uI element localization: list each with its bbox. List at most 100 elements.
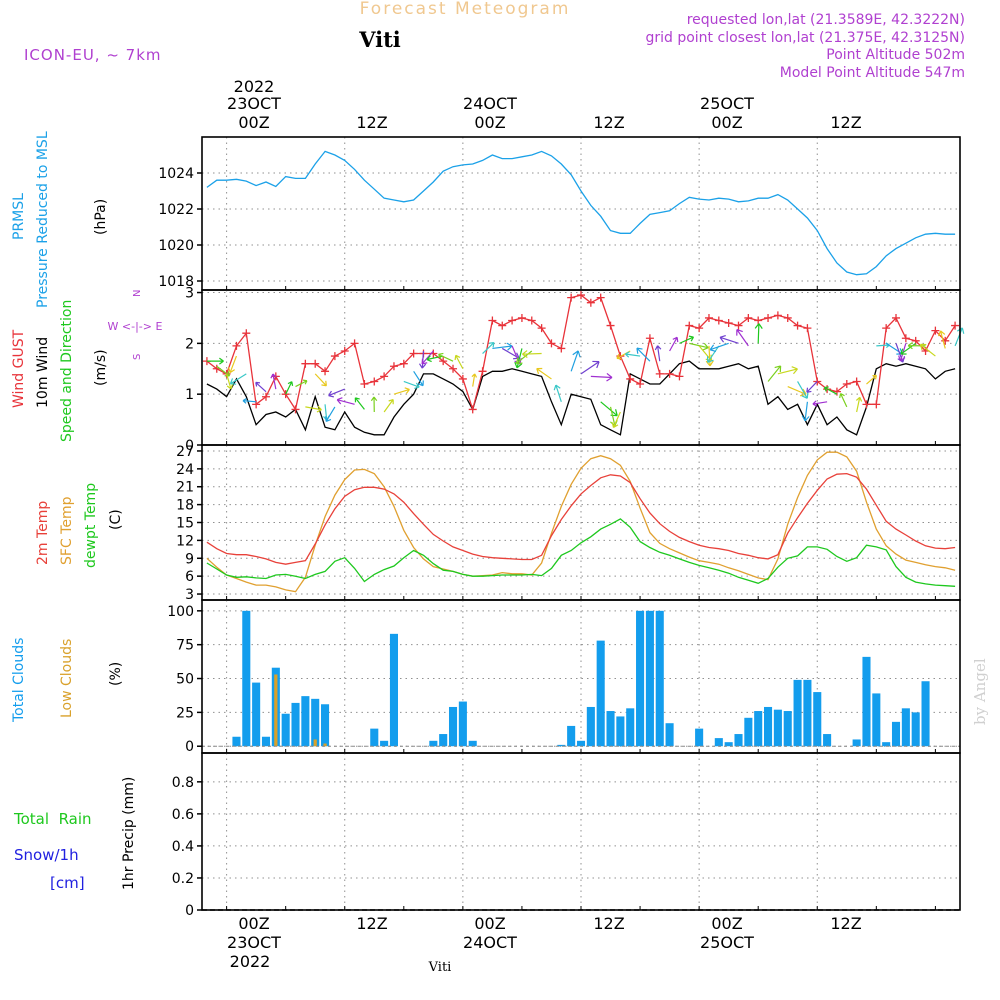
wind-gust-label: Wind GUST: [11, 329, 27, 408]
wind-direction-arrow: [206, 357, 224, 365]
total-cloud-bar: [468, 740, 477, 747]
gust-marker: [695, 324, 704, 333]
snow-label: Snow/1h: [14, 846, 79, 864]
wind-direction-arrow: [705, 345, 714, 367]
y-tick-label: 75: [176, 638, 194, 654]
total-cloud-bar: [370, 728, 379, 747]
gust-marker: [655, 369, 664, 378]
total-cloud-bar: [380, 740, 389, 747]
wind-direction-arrow: [454, 354, 464, 370]
y-tick-label: 18: [176, 498, 194, 514]
gridpoint-coords: grid point closest lon,lat (21.375E, 42.…: [645, 30, 965, 46]
total-cloud-bar: [921, 681, 930, 747]
wind-direction-arrow: [669, 336, 679, 352]
top-time-axis: 2022 23OCT 24OCT 25OCT 00Z 12Z 00Z 12Z 0…: [227, 77, 862, 132]
wind-direction-arrow: [421, 350, 434, 365]
total-cloud-bar: [576, 740, 586, 747]
y-tick-label: 27: [176, 444, 194, 460]
gust-marker: [931, 326, 940, 335]
wind-direction-arrow: [812, 400, 828, 407]
wind-direction-arrow: [514, 348, 523, 369]
precip-label: 1hr Precip (mm): [121, 777, 137, 890]
wind-direction-arrow: [270, 373, 277, 390]
gust-marker: [862, 400, 871, 409]
total-cloud-bar: [862, 656, 871, 747]
prmsl-label-long: Pressure Reduced to MSL: [35, 131, 51, 308]
gust-marker: [567, 293, 576, 302]
cloud-low-label: Low Clouds: [59, 639, 75, 718]
temp-sfc-label: SFC Temp: [59, 496, 75, 565]
gust-marker: [547, 339, 556, 348]
plot-layer: 1018102010221024012336912151821242702550…: [158, 136, 965, 919]
panel-frame: [201, 752, 961, 911]
wind-direction-arrow: [228, 355, 238, 374]
wind-direction-arrow: [706, 345, 720, 363]
bottom-day-label: 24OCT: [463, 933, 517, 952]
total-cloud-bar: [645, 610, 654, 747]
total-cloud-bar: [586, 706, 595, 747]
gust-marker: [478, 367, 487, 376]
gust-marker: [468, 405, 477, 414]
gust-marker: [882, 324, 891, 333]
total-cloud-bar: [557, 744, 566, 747]
wind-direction-arrow: [305, 405, 322, 413]
total-cloud-bar: [911, 712, 920, 747]
total-cloud-bar: [261, 736, 271, 747]
gust-marker: [508, 316, 517, 325]
total-cloud-bar: [458, 701, 467, 747]
y-tick-label: 1: [185, 387, 194, 403]
total-cloud-bar: [754, 711, 763, 747]
gust-marker: [380, 372, 389, 381]
total-cloud-bar: [252, 682, 261, 747]
y-tick-label: 9: [185, 551, 194, 567]
gust-marker: [951, 321, 960, 330]
wind-direction-arrow: [689, 342, 709, 351]
top-hour-label: 12Z: [830, 113, 861, 132]
gust-marker: [675, 372, 684, 381]
total-cloud-bar: [429, 740, 438, 747]
gust-marker: [232, 341, 241, 350]
temp-dew-label: dewpt Temp: [83, 483, 99, 568]
model-label: ICON-EU, ~ 7km: [24, 46, 162, 64]
total-cloud-bar: [626, 708, 635, 747]
gust-marker: [350, 339, 359, 348]
compass-we: W <-|-> E: [108, 320, 163, 333]
snow-unit: [cm]: [50, 874, 85, 892]
total-cloud-bar: [813, 692, 822, 747]
total-cloud-bar: [852, 739, 861, 747]
gust-marker: [301, 359, 310, 368]
y-tick-label: 1022: [158, 202, 194, 218]
wind-unit: (m/s): [93, 349, 109, 386]
gust-marker: [685, 321, 694, 330]
wind-direction-arrow: [471, 373, 478, 387]
total-cloud-bar: [311, 698, 320, 747]
top-hour-label: 12Z: [356, 113, 387, 132]
gust-marker: [517, 313, 526, 322]
gust-marker: [901, 334, 910, 343]
wind-direction-arrow: [801, 401, 810, 422]
wind-direction-arrow: [328, 388, 345, 398]
wind-direction-arrow: [413, 370, 424, 387]
bottom-hour-label: 12Z: [593, 914, 624, 933]
y-tick-label: 6: [185, 569, 194, 585]
wind-direction-arrow: [325, 406, 336, 423]
bottom-time-axis: 00Z 12Z 00Z 12Z 00Z 12Z 23OCT 24OCT 25OC…: [227, 914, 862, 971]
wind-direction-arrow: [295, 379, 308, 388]
y-tick-label: 50: [176, 672, 194, 688]
gust-marker: [754, 316, 763, 325]
wind-direction-arrow: [636, 347, 651, 362]
total-cloud-bar: [232, 736, 241, 747]
panel-labels: PRMSL Pressure Reduced to MSL (hPa) Wind…: [11, 131, 162, 892]
top-hour-label: 00Z: [238, 113, 269, 132]
y-tick-label: 2: [185, 336, 194, 352]
credit-watermark: by Angel: [971, 658, 989, 725]
total-cloud-bar: [823, 734, 832, 747]
gust-marker: [734, 321, 743, 330]
y-tick-label: 21: [176, 480, 194, 496]
gust-marker: [577, 291, 585, 300]
cloud-unit: (%): [108, 662, 124, 686]
wind-direction-arrow: [522, 350, 542, 358]
wind-direction-arrow: [438, 352, 454, 362]
wind-direction-arrow: [611, 411, 621, 429]
total-cloud-bar: [596, 640, 605, 747]
